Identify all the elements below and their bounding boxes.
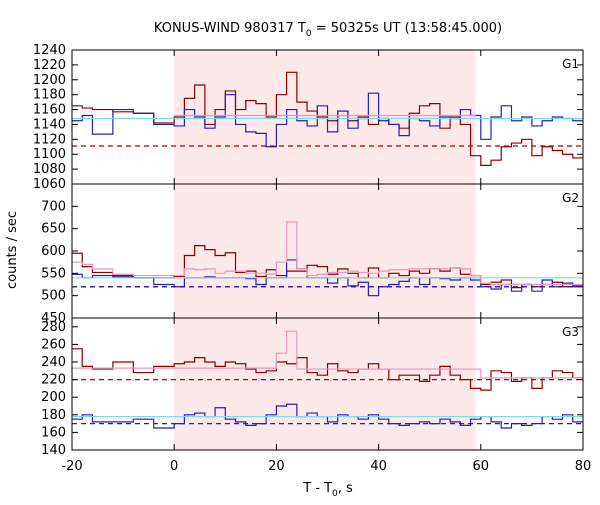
panel-label-g2: G2	[562, 191, 579, 205]
y-tick-label-g3-240: 240	[41, 355, 66, 370]
plot-layer: 1060108011001120114011601180120012201240…	[33, 43, 591, 474]
y-tick-label-g3-200: 200	[41, 390, 66, 405]
y-tick-label-g1-1200: 1200	[33, 73, 66, 88]
y-tick-label-g1-1060: 1060	[33, 177, 66, 192]
x-tick-label-40: 40	[370, 459, 387, 474]
y-tick-label-g1-1160: 1160	[33, 103, 66, 118]
y-tick-label-g3-180: 180	[41, 408, 66, 423]
y-tick-label-g1-1100: 1100	[33, 147, 66, 162]
panel-g1: 1060108011001120114011601180120012201240…	[33, 43, 584, 192]
series-g2-0	[72, 245, 583, 289]
y-tick-label-g1-1180: 1180	[33, 88, 66, 103]
x-tick-label-0: 0	[170, 459, 178, 474]
y-tick-label-g3-260: 260	[41, 337, 66, 352]
y-tick-label-g3-140: 140	[41, 443, 66, 458]
y-tick-label-g1-1120: 1120	[33, 132, 66, 147]
series-g1-1	[72, 92, 583, 148]
panel-g3: 140 160 180 200 220 240 260 280 G3	[41, 317, 584, 458]
y-tick-label-g3-220: 220	[41, 373, 66, 388]
y-tick-label-g2-650: 650	[41, 222, 66, 237]
highlight-interval-g3	[174, 318, 476, 450]
series-g3-0	[72, 348, 583, 391]
x-tick-label-60: 60	[473, 459, 490, 474]
y-tick-label-g2-450: 450	[41, 311, 66, 326]
series-g2-2	[72, 221, 583, 286]
x-tick-label-80: 80	[575, 459, 592, 474]
panel-content-g1	[72, 71, 583, 166]
y-tick-label-g2-700: 700	[41, 199, 66, 214]
x-tick-label-20: 20	[268, 459, 285, 474]
x-axis-label: T - T0, s	[302, 481, 353, 499]
highlight-interval-g2	[174, 184, 476, 318]
y-tick-label-g1-1240: 1240	[33, 43, 66, 58]
y-tick-label-g1-1080: 1080	[33, 162, 66, 177]
y-tick-label-g1-1140: 1140	[33, 117, 66, 132]
x-tick-label--20: -20	[61, 459, 82, 474]
chart-title: KONUS-WIND 980317 T0 = 50325s UT (13:58:…	[154, 21, 502, 39]
y-tick-label-g3-280: 280	[41, 320, 66, 335]
panel-frame-g3	[71, 317, 584, 451]
y-tick-label-g1-1220: 1220	[33, 58, 66, 73]
panel-g2: 450 500 550 600 650 700 G2	[41, 183, 584, 326]
series-g3-2	[72, 330, 583, 379]
y-tick-label-g2-500: 500	[41, 289, 66, 304]
y-tick-label-g3-160: 160	[41, 425, 66, 440]
panel-label-g1: G1	[562, 57, 579, 71]
panel-label-g3: G3	[562, 325, 579, 339]
panel-content-g2	[72, 221, 583, 297]
panel-content-g3	[72, 330, 583, 429]
y-tick-label-g2-550: 550	[41, 266, 66, 281]
y-axis-label: counts / sec	[5, 211, 20, 289]
y-tick-label-g2-600: 600	[41, 244, 66, 259]
